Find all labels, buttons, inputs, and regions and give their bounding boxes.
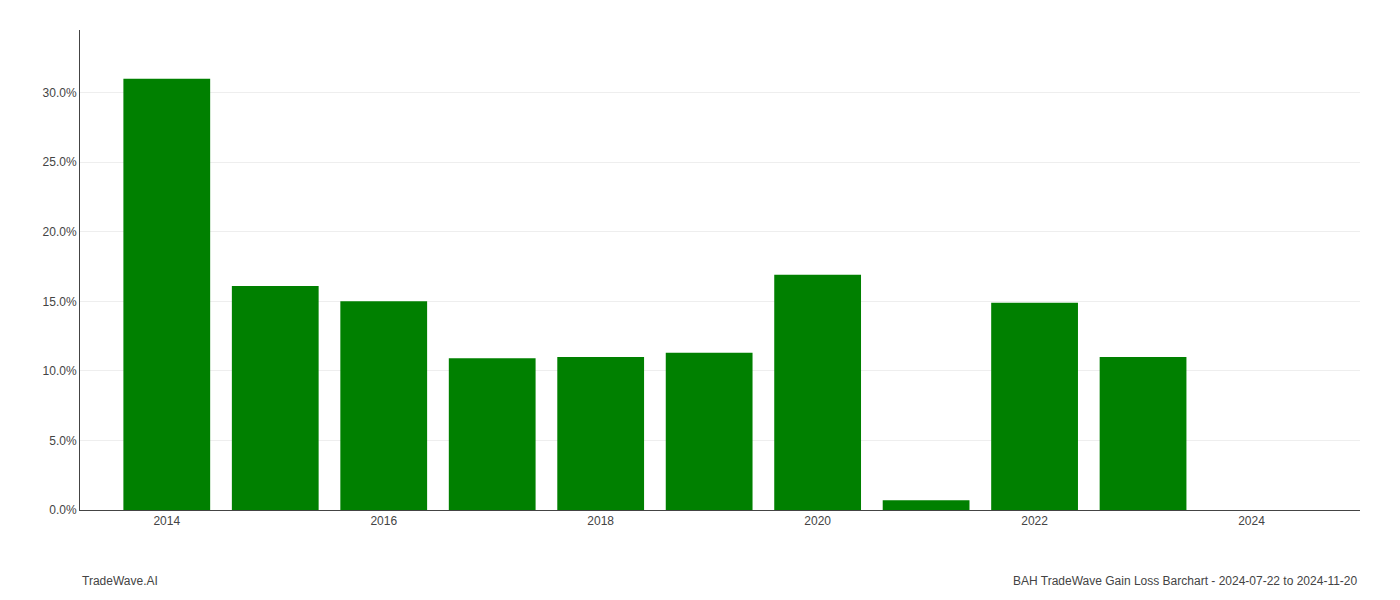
svg-text:5.0%: 5.0%	[49, 434, 77, 448]
svg-text:25.0%: 25.0%	[43, 155, 77, 169]
svg-text:TradeWave.AI: TradeWave.AI	[82, 574, 158, 588]
svg-text:0.0%: 0.0%	[49, 503, 77, 517]
svg-text:15.0%: 15.0%	[43, 295, 77, 309]
svg-text:2016: 2016	[370, 514, 397, 528]
svg-text:10.0%: 10.0%	[43, 364, 77, 378]
svg-text:BAH TradeWave Gain Loss Barcha: BAH TradeWave Gain Loss Barchart - 2024-…	[1013, 574, 1358, 588]
svg-text:2014: 2014	[153, 514, 180, 528]
svg-text:2020: 2020	[804, 514, 831, 528]
svg-text:2018: 2018	[587, 514, 614, 528]
svg-text:30.0%: 30.0%	[43, 86, 77, 100]
svg-text:2022: 2022	[1021, 514, 1048, 528]
svg-text:20.0%: 20.0%	[43, 225, 77, 239]
svg-text:2024: 2024	[1238, 514, 1265, 528]
